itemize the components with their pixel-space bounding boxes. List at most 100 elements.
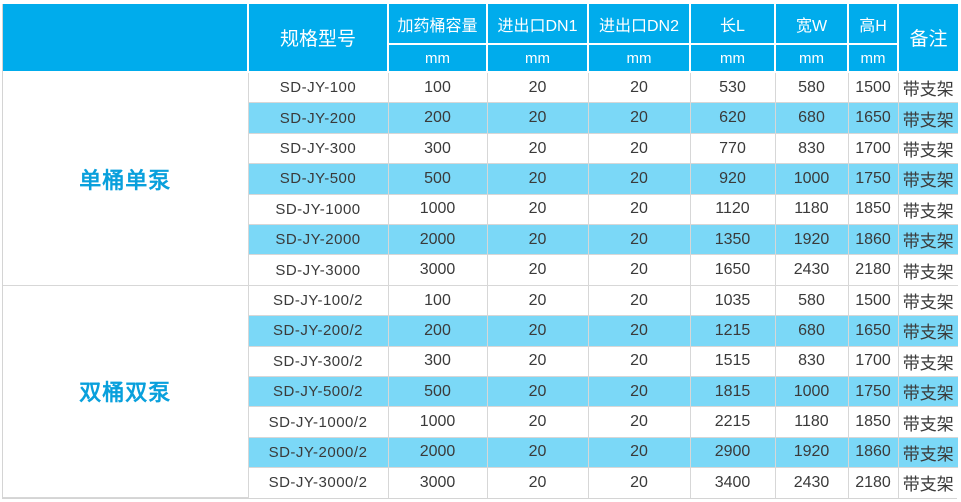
cell-remark: 带支架 xyxy=(897,315,958,347)
cell-remark: 带支架 xyxy=(897,224,958,256)
table-row: SD-JY-500 500 20 20 920 1000 1750 带支架 xyxy=(3,163,958,195)
cell-model: SD-JY-200 xyxy=(247,102,389,134)
group-label: 单桶单泵 xyxy=(3,71,249,286)
cell-remark: 带支架 xyxy=(897,467,958,498)
unit-length: mm xyxy=(689,43,776,73)
cell-dn2: 20 xyxy=(587,467,691,498)
cell-dn2: 20 xyxy=(587,345,691,377)
cell-capacity: 300 xyxy=(387,345,488,377)
cell-height: 1700 xyxy=(847,345,899,377)
cell-height: 1500 xyxy=(847,284,899,317)
table-row: 双桶双泵 SD-JY-100/2 100 20 20 1035 580 1500 带支架 xyxy=(3,284,958,499)
cell-width: 1920 xyxy=(774,224,849,256)
cell-width: 580 xyxy=(774,284,849,317)
cell-model: SD-JY-500/2 xyxy=(247,375,389,408)
table-row: SD-JY-2000 2000 20 20 1350 1920 1860 带支架 xyxy=(3,224,958,256)
cell-remark: 带支架 xyxy=(897,284,958,317)
cell-model: SD-JY-2000 xyxy=(247,224,389,256)
cell-model: SD-JY-1000 xyxy=(247,193,389,226)
cell-width: 2430 xyxy=(774,467,849,498)
cell-remark: 带支架 xyxy=(897,345,958,377)
cell-length: 3400 xyxy=(689,467,776,498)
cell-remark: 带支架 xyxy=(897,436,958,469)
cell-capacity: 1000 xyxy=(387,406,488,438)
table-header: 规格型号 加药桶容量 进出口DN1 进出口DN2 长L 宽W 高H 备注 mm … xyxy=(3,4,958,73)
cell-dn2: 20 xyxy=(587,254,691,286)
cell-dn2: 20 xyxy=(587,315,691,347)
cell-height: 2180 xyxy=(847,254,899,286)
cell-height: 1650 xyxy=(847,102,899,134)
header-capacity: 加药桶容量 xyxy=(387,4,488,45)
spec-table: 规格型号 加药桶容量 进出口DN1 进出口DN2 长L 宽W 高H 备注 mm … xyxy=(3,4,958,499)
cell-capacity: 2000 xyxy=(387,436,488,469)
cell-dn1: 20 xyxy=(486,436,589,469)
cell-length: 770 xyxy=(689,132,776,165)
cell-model: SD-JY-500 xyxy=(247,163,389,195)
cell-capacity: 300 xyxy=(387,132,488,165)
cell-dn2: 20 xyxy=(587,163,691,195)
cell-height: 1750 xyxy=(847,163,899,195)
table-row: SD-JY-3000/2 3000 20 20 3400 2430 2180 带支架 xyxy=(3,467,958,498)
cell-width: 1000 xyxy=(774,375,849,408)
cell-height: 1860 xyxy=(847,436,899,469)
cell-height: 1860 xyxy=(847,224,899,256)
cell-dn2: 20 xyxy=(587,132,691,165)
table-row: SD-JY-300 300 20 20 770 830 1700 带支架 xyxy=(3,132,958,165)
cell-height: 2180 xyxy=(847,467,899,498)
cell-width: 1000 xyxy=(774,163,849,195)
header-remark: 备注 xyxy=(897,4,958,73)
cell-length: 1215 xyxy=(689,315,776,347)
cell-width: 680 xyxy=(774,102,849,134)
unit-capacity: mm xyxy=(388,43,488,73)
unit-dn2: mm xyxy=(587,43,691,73)
table-row: SD-JY-2000/2 2000 20 20 2900 1920 1860 带支架 xyxy=(3,436,958,469)
table-row: SD-JY-200 200 20 20 620 680 1650 带支架 xyxy=(3,102,958,134)
cell-length: 1650 xyxy=(689,254,776,286)
cell-length: 1035 xyxy=(689,284,776,317)
header-group-column xyxy=(3,4,249,73)
cell-capacity: 1000 xyxy=(387,193,488,226)
cell-capacity: 500 xyxy=(387,375,488,408)
cell-dn1: 20 xyxy=(486,467,589,498)
cell-dn1: 20 xyxy=(486,71,589,104)
cell-height: 1850 xyxy=(847,193,899,226)
cell-model: SD-JY-100 xyxy=(247,71,389,104)
cell-height: 1850 xyxy=(847,406,899,438)
cell-remark: 带支架 xyxy=(897,132,958,165)
cell-model: SD-JY-300/2 xyxy=(247,345,389,377)
cell-dn2: 20 xyxy=(587,284,691,317)
table-row: SD-JY-500/2 500 20 20 1815 1000 1750 带支架 xyxy=(3,375,958,408)
cell-height: 1750 xyxy=(847,375,899,408)
cell-model: SD-JY-100/2 xyxy=(247,284,389,317)
cell-width: 830 xyxy=(774,345,849,377)
cell-remark: 带支架 xyxy=(897,406,958,438)
cell-remark: 带支架 xyxy=(897,102,958,134)
cell-model: SD-JY-1000/2 xyxy=(247,406,389,438)
cell-dn2: 20 xyxy=(587,436,691,469)
cell-remark: 带支架 xyxy=(897,163,958,195)
cell-length: 920 xyxy=(689,163,776,195)
cell-remark: 带支架 xyxy=(897,71,958,104)
table-row: SD-JY-300/2 300 20 20 1515 830 1700 带支架 xyxy=(3,345,958,377)
cell-capacity: 200 xyxy=(387,102,488,134)
header-dn1: 进出口DN1 xyxy=(486,4,589,45)
cell-dn1: 20 xyxy=(486,345,589,377)
cell-height: 1650 xyxy=(847,315,899,347)
cell-width: 1180 xyxy=(774,193,849,226)
cell-dn1: 20 xyxy=(486,375,589,408)
cell-dn1: 20 xyxy=(486,102,589,134)
cell-capacity: 500 xyxy=(387,163,488,195)
cell-model: SD-JY-3000 xyxy=(247,254,389,286)
cell-width: 830 xyxy=(774,132,849,165)
cell-dn1: 20 xyxy=(486,284,589,317)
cell-capacity: 3000 xyxy=(387,254,488,286)
table-row: SD-JY-3000 3000 20 20 1650 2430 2180 带支架 xyxy=(3,254,958,286)
table-row: SD-JY-200/2 200 20 20 1215 680 1650 带支架 xyxy=(3,315,958,347)
header-dn2: 进出口DN2 xyxy=(587,4,691,45)
header-model: 规格型号 xyxy=(247,4,389,73)
cell-width: 680 xyxy=(774,315,849,347)
cell-dn2: 20 xyxy=(587,224,691,256)
cell-length: 1815 xyxy=(689,375,776,408)
cell-remark: 带支架 xyxy=(897,254,958,286)
